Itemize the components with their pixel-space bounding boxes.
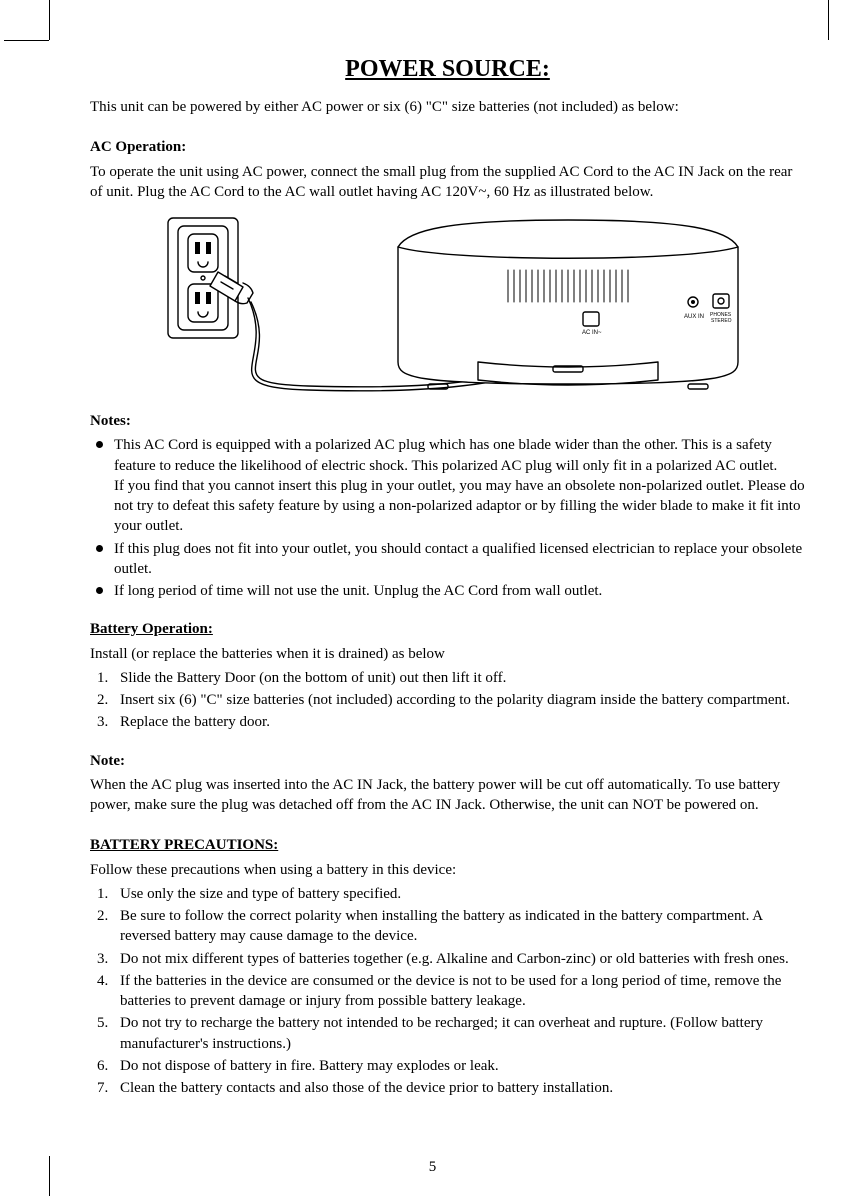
stereo-label: STEREO	[711, 318, 732, 324]
list-item: Replace the battery door.	[112, 712, 805, 732]
list-item: Do not mix different types of batteries …	[112, 949, 805, 969]
crop-mark	[49, 0, 50, 40]
notes-heading: Notes:	[90, 411, 805, 431]
list-item: Do not try to recharge the battery not i…	[112, 1013, 805, 1054]
battery-operation-steps: Slide the Battery Door (on the bottom of…	[90, 668, 805, 733]
battery-precautions-heading: BATTERY PRECAUTIONS:	[90, 835, 805, 855]
crop-mark	[828, 0, 829, 40]
page-title: POWER SOURCE:	[90, 56, 805, 83]
list-item: Clean the battery contacts and also thos…	[112, 1078, 805, 1098]
list-item: If the batteries in the device are consu…	[112, 971, 805, 1012]
ac-operation-text: To operate the unit using AC power, conn…	[90, 162, 805, 203]
battery-precautions-list: Use only the size and type of battery sp…	[90, 884, 805, 1099]
list-item: If this plug does not fit into your outl…	[90, 539, 805, 580]
note2-heading: Note:	[90, 751, 805, 771]
list-item: Do not dispose of battery in fire. Batte…	[112, 1056, 805, 1076]
list-item: If long period of time will not use the …	[90, 581, 805, 601]
note2-text: When the AC plug was inserted into the A…	[90, 775, 805, 816]
list-item: Use only the size and type of battery sp…	[112, 884, 805, 904]
ac-operation-heading: AC Operation:	[90, 137, 805, 157]
manual-page: POWER SOURCE: This unit can be powered b…	[0, 0, 865, 1196]
list-item: This AC Cord is equipped with a polarize…	[90, 435, 805, 536]
page-number: 5	[0, 1159, 865, 1176]
intro-text: This unit can be powered by either AC po…	[90, 97, 805, 117]
list-item: Slide the Battery Door (on the bottom of…	[112, 668, 805, 688]
ac-in-label: AC IN~	[582, 330, 602, 336]
battery-operation-heading: Battery Operation:	[90, 619, 805, 639]
power-diagram-svg: AUX IN AC IN~ PHONES STEREO	[148, 212, 748, 402]
power-diagram: AUX IN AC IN~ PHONES STEREO	[90, 212, 805, 407]
aux-in-label: AUX IN	[684, 314, 704, 320]
list-item: Be sure to follow the correct polarity w…	[112, 906, 805, 947]
list-item: Insert six (6) "C" size batteries (not i…	[112, 690, 805, 710]
battery-precautions-intro: Follow these precautions when using a ba…	[90, 860, 805, 880]
crop-mark	[4, 40, 49, 41]
notes-list: This AC Cord is equipped with a polarize…	[90, 435, 805, 601]
battery-operation-intro: Install (or replace the batteries when i…	[90, 644, 805, 664]
